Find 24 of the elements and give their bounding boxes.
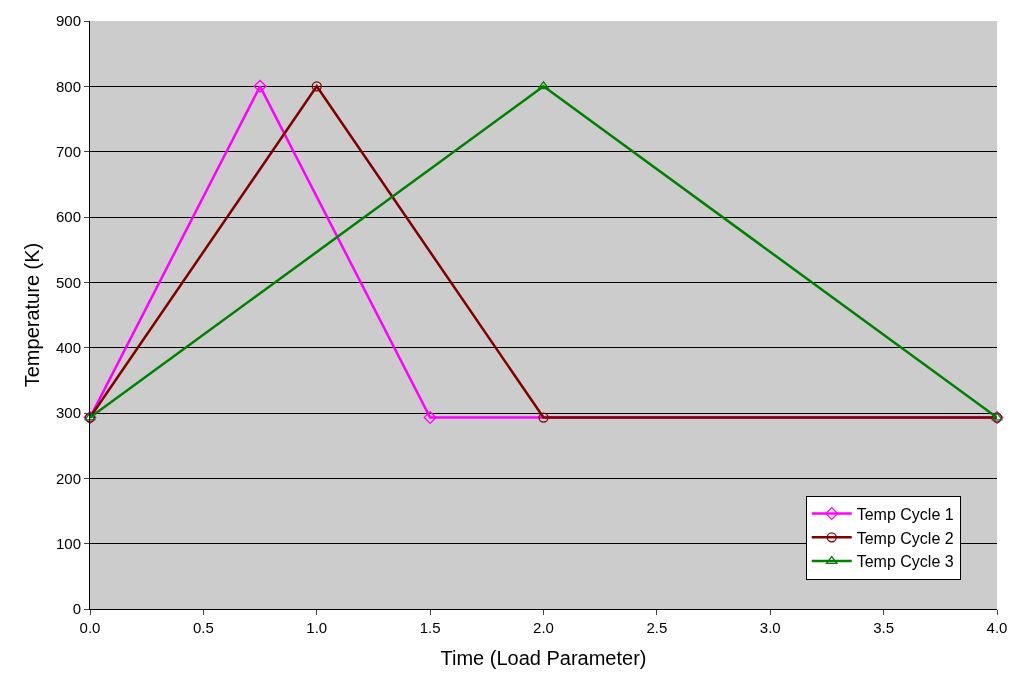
y-tick-label: 500	[55, 273, 81, 291]
y-tick-label: 0	[72, 600, 81, 618]
x-tick-label: 1.0	[306, 619, 328, 636]
y-tick-label: 400	[55, 338, 81, 356]
y-tick-label: 300	[55, 404, 81, 422]
y-tick-label: 600	[55, 208, 81, 226]
x-tick-label: 1.5	[419, 619, 441, 636]
x-tick-label: 2.5	[646, 619, 668, 636]
x-axis-title: Time (Load Parameter)	[440, 646, 647, 669]
x-tick-label: 0.0	[79, 619, 101, 636]
x-tick-label: 4.0	[986, 619, 1008, 636]
x-tick-label: 3.5	[873, 619, 895, 636]
y-tick-label: 900	[55, 12, 81, 30]
x-tick-label: 2.0	[533, 619, 554, 636]
legend-label: Temp Cycle 1	[856, 505, 954, 523]
y-axis-title: Temperature (K)	[21, 242, 44, 388]
x-tick-label: 3.0	[759, 619, 781, 636]
legend-label: Temp Cycle 2	[856, 529, 954, 547]
y-tick-label: 200	[55, 469, 81, 487]
legend-label: Temp Cycle 3	[856, 553, 954, 571]
y-tick-label: 100	[55, 534, 81, 552]
y-tick-label: 700	[55, 142, 81, 160]
x-tick-label: 0.5	[192, 619, 214, 636]
y-tick-label: 800	[55, 77, 81, 95]
